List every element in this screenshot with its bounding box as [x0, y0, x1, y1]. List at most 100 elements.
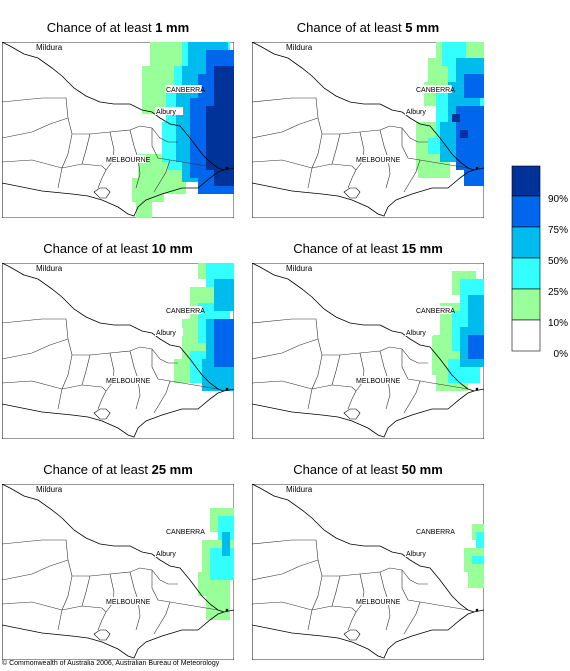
label-background — [405, 328, 434, 336]
panel-title: Chance of at least 1 mm — [2, 20, 234, 38]
town-mildura: Mildura — [286, 264, 313, 273]
coastline — [252, 609, 484, 659]
legend-swatch-75 — [511, 195, 541, 228]
port-phillip-bay — [343, 408, 361, 420]
state-border — [252, 484, 475, 660]
probability-map: Mildura CANBERRA Albury MELBOURNE — [252, 484, 484, 660]
probability-cell — [418, 162, 450, 178]
title-amount: 50 mm — [401, 462, 443, 477]
probability-cell — [452, 114, 460, 122]
panel-title: Chance of at least 5 mm — [252, 20, 484, 38]
label-background — [165, 85, 202, 93]
coastline — [2, 167, 234, 217]
probability-cell — [136, 202, 152, 218]
port-phillip-bay — [93, 629, 111, 641]
port-phillip-bay — [343, 629, 361, 641]
title-prefix: Chance of at least — [43, 241, 148, 256]
label-background — [155, 549, 184, 557]
label-background — [35, 43, 72, 52]
legend-label: 10% — [548, 318, 568, 329]
title-amount: 25 mm — [151, 462, 193, 477]
port-phillip-bay — [93, 408, 111, 420]
label-background — [35, 264, 72, 273]
label-background — [155, 328, 184, 336]
probability-map: Mildura CANBERRA Albury MELBOURNE — [252, 263, 484, 439]
state-border — [2, 42, 225, 218]
legend-label: 0% — [554, 349, 569, 360]
town-albury: Albury — [156, 551, 176, 558]
panel-title: Chance of at least 25 mm — [2, 462, 234, 480]
title-prefix: Chance of at least — [296, 20, 402, 35]
label-background — [285, 485, 322, 494]
legend-label: 25% — [548, 287, 568, 298]
title-amount: 5 mm — [405, 20, 440, 35]
probability-cell — [468, 572, 484, 588]
probability-cell — [222, 532, 230, 556]
label-background — [415, 85, 452, 93]
town-melbourne: MELBOURNE — [106, 157, 151, 164]
town-mildura: Mildura — [36, 43, 63, 52]
probability-cell — [476, 532, 484, 548]
title-prefix: Chance of at least — [43, 462, 148, 477]
town-melbourne: MELBOURNE — [106, 378, 151, 385]
probability-cell — [460, 130, 468, 138]
label-background — [165, 306, 202, 314]
town-albury: Albury — [156, 330, 176, 337]
probability-cell — [468, 335, 484, 359]
probability-map: Mildura CANBERRA Albury MELBOURNE — [252, 42, 484, 218]
state-border — [252, 42, 475, 218]
legend-swatch-50 — [511, 226, 541, 259]
town-albury: Albury — [156, 109, 176, 116]
legend-label: 75% — [548, 225, 568, 236]
probability-cell — [214, 279, 234, 311]
town-melbourne: MELBOURNE — [106, 599, 151, 606]
panel-title: Chance of at least 10 mm — [2, 241, 234, 259]
panel-title: Chance of at least 15 mm — [252, 241, 484, 259]
legend: 90% 75% 50% 25% 10% 0% — [511, 165, 569, 360]
town-mildura: Mildura — [36, 264, 63, 273]
town-marker — [225, 387, 229, 391]
probability-cell — [464, 74, 484, 98]
state-border — [2, 484, 225, 660]
town-marker — [225, 166, 229, 170]
legend-label: 90% — [548, 194, 568, 205]
title-prefix: Chance of at least — [293, 462, 398, 477]
legend-swatch-90 — [511, 165, 541, 197]
probability-map: Mildura CANBERRA Albury MELBOURNE — [2, 484, 234, 660]
probability-cell — [468, 295, 484, 327]
town-canberra: CANBERRA — [166, 308, 205, 315]
label-background — [355, 155, 397, 163]
town-melbourne: MELBOURNE — [356, 599, 401, 606]
town-melbourne: MELBOURNE — [356, 378, 401, 385]
label-background — [355, 376, 397, 384]
town-melbourne: MELBOURNE — [356, 157, 401, 164]
town-canberra: CANBERRA — [166, 529, 205, 536]
label-background — [285, 264, 322, 273]
legend-swatch-25 — [511, 257, 541, 290]
town-marker — [475, 166, 479, 170]
probability-map: Mildura CANBERRA Albury MELBOURNE — [2, 263, 234, 439]
town-marker — [475, 608, 479, 612]
town-albury: Albury — [406, 551, 426, 558]
title-amount: 10 mm — [151, 241, 193, 256]
town-marker — [475, 387, 479, 391]
map-frame — [2, 484, 234, 660]
port-phillip-bay — [343, 187, 361, 199]
town-canberra: CANBERRA — [166, 87, 205, 94]
copyright-notice: © Commonwealth of Australia 2006, Austra… — [2, 660, 220, 667]
map-frame — [252, 484, 484, 660]
probability-cell — [132, 178, 164, 202]
town-canberra: CANBERRA — [416, 87, 455, 94]
label-background — [155, 107, 184, 115]
coastline — [2, 388, 234, 438]
town-marker — [225, 608, 229, 612]
title-prefix: Chance of at least — [293, 241, 398, 256]
label-background — [165, 527, 202, 535]
label-background — [105, 155, 147, 163]
town-albury: Albury — [406, 330, 426, 337]
town-albury: Albury — [406, 109, 426, 116]
label-background — [35, 485, 72, 494]
label-background — [355, 597, 397, 605]
panel-title: Chance of at least 50 mm — [252, 462, 484, 480]
town-mildura: Mildura — [36, 485, 63, 494]
